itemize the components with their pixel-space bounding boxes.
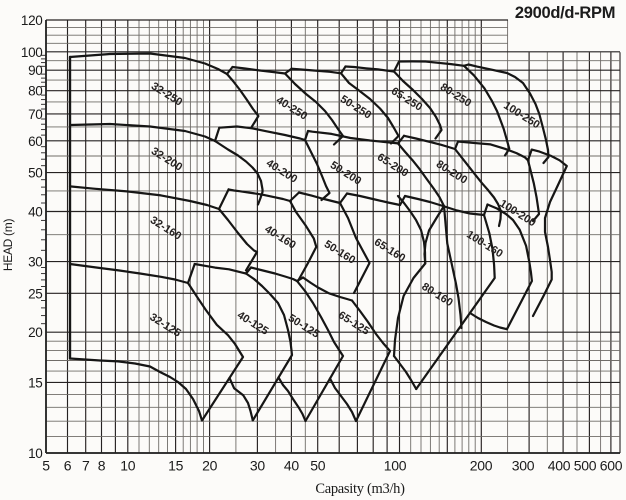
svg-text:8: 8	[98, 458, 106, 474]
svg-text:30: 30	[250, 458, 265, 474]
svg-text:HEAD (m): HEAD (m)	[1, 219, 15, 272]
svg-text:30: 30	[28, 255, 42, 270]
svg-text:60: 60	[28, 134, 42, 149]
svg-text:40: 40	[284, 458, 299, 474]
svg-text:600: 600	[600, 458, 623, 474]
svg-text:100: 100	[384, 458, 407, 474]
svg-text:15: 15	[168, 458, 183, 474]
svg-text:90: 90	[28, 63, 42, 78]
svg-text:40: 40	[28, 204, 42, 219]
svg-text:7: 7	[82, 458, 90, 474]
svg-text:50: 50	[28, 166, 42, 181]
svg-text:5: 5	[42, 458, 50, 474]
svg-text:Capasity (m3/h): Capasity (m3/h)	[315, 481, 405, 497]
svg-text:200: 200	[470, 458, 493, 474]
svg-text:25: 25	[28, 286, 42, 301]
svg-text:500: 500	[574, 458, 597, 474]
svg-text:20: 20	[202, 458, 217, 474]
svg-text:20: 20	[28, 325, 42, 340]
svg-text:50: 50	[310, 458, 325, 474]
svg-text:6: 6	[64, 458, 72, 474]
svg-text:10: 10	[28, 446, 42, 461]
svg-text:120: 120	[21, 13, 43, 28]
svg-text:70: 70	[28, 107, 42, 122]
svg-text:15: 15	[28, 375, 42, 390]
svg-text:300: 300	[512, 458, 535, 474]
svg-text:100: 100	[21, 45, 43, 60]
svg-text:10: 10	[120, 458, 135, 474]
svg-text:80: 80	[28, 84, 42, 99]
svg-text:2900d/d-RPM: 2900d/d-RPM	[515, 4, 615, 22]
svg-text:400: 400	[548, 458, 571, 474]
